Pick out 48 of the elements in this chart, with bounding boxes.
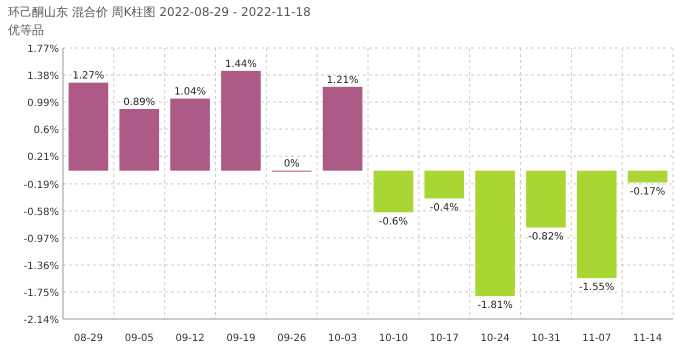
chart-subtitle: 优等品 [8, 23, 44, 37]
y-tick-label: -0.19% [24, 180, 59, 191]
y-tick-label: -0.58% [24, 206, 59, 218]
bar [170, 98, 210, 171]
y-tick-label: -1.75% [24, 288, 59, 299]
data-label: -0.6% [378, 216, 408, 228]
bar [424, 170, 464, 198]
x-tick-label: 09-19 [226, 333, 256, 344]
bar [322, 86, 362, 171]
data-label: 0% [284, 158, 300, 170]
bar [68, 82, 108, 171]
x-tick-label: 10-10 [378, 333, 408, 344]
x-tick-label: 10-03 [328, 333, 358, 344]
bar [526, 170, 566, 228]
data-label: -0.17% [630, 186, 666, 198]
y-tick-label: -0.97% [24, 234, 59, 245]
data-label: -0.82% [528, 232, 564, 243]
chart-title: 环己酮山东 混合价 周K柱图 2022-08-29 - 2022-11-18 [8, 5, 311, 19]
bar [374, 170, 414, 212]
data-label: -1.55% [579, 282, 614, 294]
bar [221, 70, 261, 171]
y-tick-label: -2.14% [24, 315, 59, 326]
x-tick-label: 09-26 [277, 333, 306, 344]
data-label: 1.04% [174, 86, 206, 98]
data-label: 0.89% [123, 96, 156, 108]
bar [119, 108, 160, 171]
bar [576, 170, 617, 278]
data-label: -1.81% [477, 300, 513, 312]
x-tick-label: 10-24 [480, 333, 510, 344]
y-tick-label: -1.36% [24, 260, 59, 272]
x-tick-label: 10-17 [430, 333, 459, 344]
data-label: 1.44% [225, 58, 257, 70]
data-label: -0.4% [430, 202, 459, 214]
bar [628, 170, 668, 182]
y-tick-label: 0.99% [27, 98, 59, 110]
x-tick-label: 09-12 [176, 333, 205, 344]
x-tick-label: 09-05 [124, 333, 154, 344]
data-label: 1.27% [72, 70, 104, 82]
x-tick-label: 08-29 [74, 333, 103, 344]
x-tick-label: 11-07 [582, 333, 612, 344]
y-tick-label: 0.21% [27, 152, 59, 164]
y-tick-label: 1.38% [27, 71, 59, 82]
y-tick-label: 1.77% [27, 44, 59, 55]
x-tick-label: 10-31 [531, 333, 560, 344]
y-tick-label: 0.6% [34, 125, 59, 136]
data-label: 1.21% [326, 74, 358, 86]
bar [475, 170, 515, 296]
x-tick-label: 11-14 [633, 333, 662, 344]
